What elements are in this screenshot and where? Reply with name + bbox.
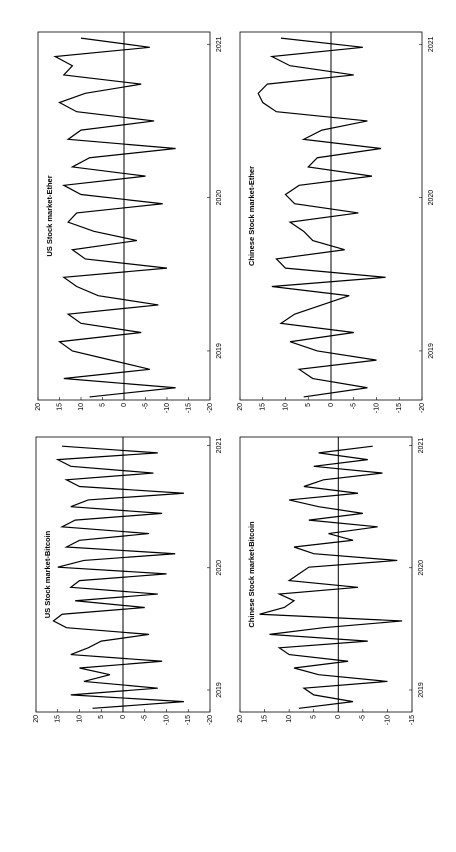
panel: -20 -15 -10 -5 0 5 10 15 20 2019 2020 2021 US Stock … (33, 436, 223, 725)
x-tick-label: 2021 (428, 36, 435, 52)
y-tick-label: 15 (55, 715, 62, 723)
panel: -20 -15 -10 -5 0 5 10 15 20 2019 2020 2021 Chinese S… (237, 31, 435, 413)
data-line (53, 37, 176, 398)
panel: -15 -10 -5 0 5 10 15 20 2019 2020 2021 Chinese Stoc… (237, 436, 425, 725)
data-line (52, 445, 184, 709)
x-tick-label: 2020 (216, 560, 223, 576)
y-tick-label: 5 (98, 715, 105, 719)
x-tick-label: 2021 (216, 36, 223, 52)
y-tick-label: 20 (35, 403, 42, 411)
x-tick-label: 2019 (216, 343, 223, 359)
x-tick-label: 2019 (216, 682, 223, 698)
chart-title: Chinese Stock market-Ether (247, 166, 256, 266)
y-tick-label: -15 (396, 403, 403, 413)
y-tick-label: 5 (305, 403, 312, 407)
y-tick-label: 15 (261, 715, 268, 723)
chart-title: US Stock market-Bitcoin (43, 530, 52, 618)
y-tick-label: -10 (164, 403, 171, 413)
y-tick-label: -5 (351, 403, 358, 409)
y-tick-label: -10 (384, 715, 391, 725)
x-tick-label: 2021 (216, 438, 223, 454)
y-tick-label: -20 (207, 715, 214, 725)
y-tick-label: -15 (409, 715, 416, 725)
y-tick-label: -20 (419, 403, 426, 413)
y-tick-label: 10 (78, 403, 85, 411)
y-tick-label: 5 (99, 403, 106, 407)
y-tick-label: 20 (237, 403, 244, 411)
y-tick-label: 10 (76, 715, 83, 723)
y-tick-label: 15 (260, 403, 267, 411)
x-tick-label: 2019 (418, 682, 425, 698)
y-tick-label: -5 (360, 715, 367, 721)
x-tick-label: 2020 (216, 190, 223, 206)
y-tick-label: 5 (311, 715, 318, 719)
y-tick-label: 10 (286, 715, 293, 723)
y-tick-label: -5 (142, 403, 149, 409)
y-tick-label: 20 (237, 715, 244, 723)
x-tick-label: 2020 (428, 190, 435, 206)
x-tick-label: 2021 (418, 438, 425, 454)
panel: -20 -15 -10 -5 0 5 10 15 20 2019 2020 2021 US Stock … (35, 31, 223, 413)
data-line (257, 37, 386, 398)
data-line (259, 445, 403, 709)
y-tick-label: 20 (33, 715, 40, 723)
y-tick-label: -10 (373, 403, 380, 413)
y-tick-label: 0 (121, 403, 128, 407)
y-tick-label: -10 (163, 715, 170, 725)
y-tick-label: 0 (328, 403, 335, 407)
chart-title: Chinese Stock market-Bitcoin (247, 521, 256, 628)
y-tick-label: -15 (185, 715, 192, 725)
chart-title: US Stock market-Ether (45, 175, 54, 256)
plot-frame (239, 436, 413, 713)
y-tick-label: 15 (56, 403, 63, 411)
x-tick-label: 2020 (418, 560, 425, 576)
y-tick-label: -15 (185, 403, 192, 413)
y-tick-label: -5 (142, 715, 149, 721)
y-tick-label: -20 (207, 403, 214, 413)
y-tick-label: 0 (335, 715, 342, 719)
x-tick-label: 2019 (428, 343, 435, 359)
y-tick-label: 0 (120, 715, 127, 719)
y-tick-label: 10 (282, 403, 289, 411)
